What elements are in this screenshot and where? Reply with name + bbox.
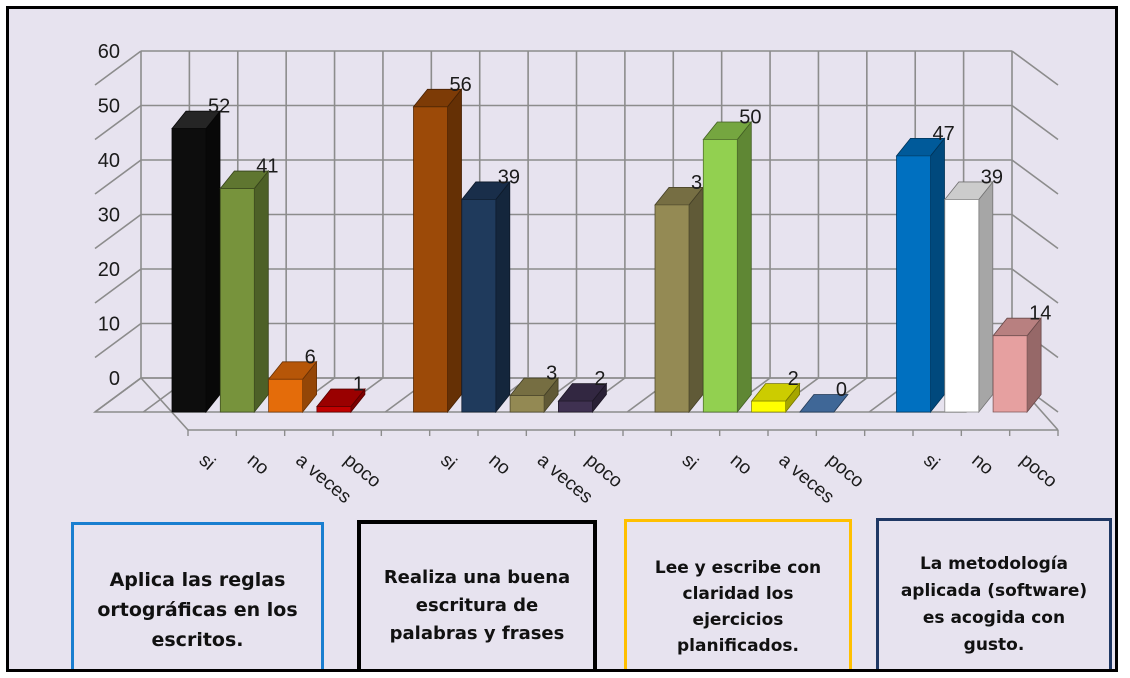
legend-box-3: Lee y escribe con claridad los ejercicio… — [624, 519, 852, 669]
bar-side — [253, 169, 269, 414]
y-tick-label: 30 — [98, 205, 120, 227]
y-tick-label: 40 — [98, 150, 120, 172]
data-label: 6 — [305, 346, 316, 368]
bar-side — [736, 120, 752, 414]
bar-side — [447, 88, 462, 414]
data-label: 39 — [981, 166, 1003, 188]
bar — [654, 204, 690, 413]
x-category-label: si — [919, 450, 943, 475]
left-wall-gridline — [94, 104, 142, 141]
y-tick-label: 50 — [98, 96, 120, 118]
legend-box-2: Realiza una buena escritura de palabras … — [357, 520, 597, 669]
bar — [558, 400, 593, 413]
right-wall-gridline — [1011, 268, 1059, 304]
bar-side — [495, 180, 511, 414]
data-label: 52 — [208, 96, 230, 118]
bar — [992, 335, 1028, 413]
data-label: 56 — [450, 74, 472, 96]
data-label: 41 — [256, 156, 278, 178]
bar — [316, 406, 352, 413]
bar-side — [930, 137, 945, 414]
bar — [268, 378, 304, 413]
bar — [509, 395, 545, 413]
bar — [751, 400, 786, 413]
data-label: 2 — [594, 368, 605, 390]
x-category-label: poco — [1016, 450, 1061, 493]
data-label: 1 — [353, 374, 364, 396]
left-wall-gridline — [94, 159, 142, 195]
y-tick-label: 0 — [109, 368, 120, 390]
left-wall-gridline — [94, 213, 142, 250]
bar — [171, 128, 207, 413]
bar-side — [688, 186, 704, 414]
floor-line — [94, 377, 142, 413]
y-tick-label: 60 — [98, 41, 120, 63]
data-label: 3 — [546, 363, 557, 385]
x-category-label: no — [485, 450, 515, 480]
right-wall-gridline — [1011, 50, 1059, 86]
x-axis-left-edge — [140, 377, 189, 431]
bar-side — [978, 180, 994, 414]
x-category-label: no — [726, 450, 756, 480]
chart-frame: 0 10 20 30 40 50 60 52 41 6 1 56 39 3 2 38 50 2 0 47 39 14 si n… — [6, 6, 1118, 672]
left-wall-gridline — [94, 50, 142, 86]
bar — [944, 199, 980, 413]
right-wall-gridline — [1011, 104, 1059, 141]
data-label: 50 — [739, 107, 761, 129]
right-wall-gridline — [1011, 213, 1059, 250]
bar-side — [205, 109, 221, 414]
legend-box-1: Aplica las reglas ortográficas en los es… — [71, 522, 324, 669]
data-label: 39 — [498, 166, 520, 188]
bar — [413, 106, 448, 413]
data-label: 0 — [836, 379, 847, 401]
bar — [896, 155, 931, 413]
right-wall-gridline — [1011, 159, 1059, 195]
bar — [461, 199, 497, 413]
bar — [702, 139, 738, 413]
x-category-label: no — [968, 450, 998, 480]
x-category-label: si — [195, 450, 219, 475]
left-wall-gridline — [94, 268, 142, 304]
bar — [219, 188, 255, 413]
y-tick-label: 20 — [98, 259, 120, 281]
left-wall-gridline — [94, 322, 142, 359]
y-tick-label: 10 — [98, 314, 120, 336]
data-label: 2 — [788, 368, 799, 390]
x-category-label: si — [678, 450, 702, 475]
x-category-label: si — [436, 450, 460, 475]
x-category-label: no — [243, 450, 273, 480]
data-label: 14 — [1029, 303, 1051, 325]
data-label: 47 — [933, 123, 955, 145]
legend-box-4: La metodología aplicada (software) es ac… — [876, 518, 1112, 669]
